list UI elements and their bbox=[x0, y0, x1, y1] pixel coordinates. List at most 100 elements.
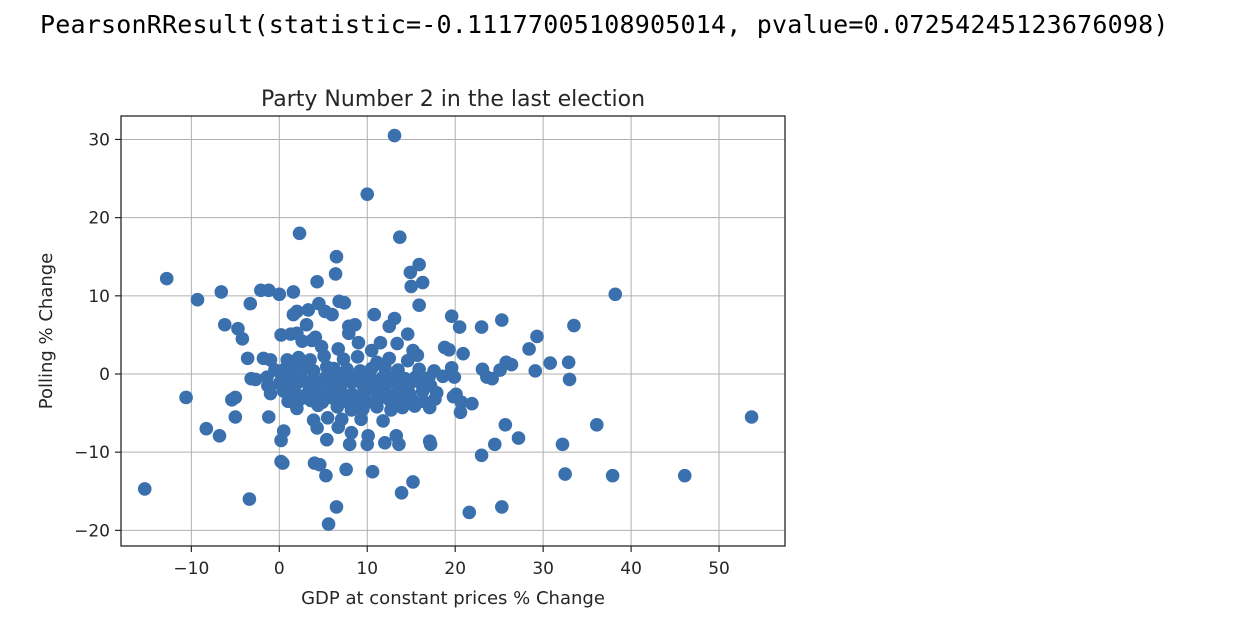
y-tick-label: 30 bbox=[88, 130, 110, 150]
x-tick-label: 10 bbox=[356, 559, 378, 579]
data-point bbox=[240, 351, 255, 366]
data-point bbox=[337, 296, 352, 310]
data-point bbox=[320, 410, 335, 425]
data-point bbox=[328, 267, 343, 281]
data-point bbox=[321, 517, 336, 531]
data-point bbox=[351, 335, 366, 350]
data-point bbox=[312, 457, 327, 472]
data-point bbox=[407, 399, 422, 413]
data-point bbox=[447, 370, 462, 384]
data-point bbox=[331, 342, 346, 356]
data-point bbox=[495, 500, 509, 514]
data-point bbox=[394, 486, 409, 500]
data-point bbox=[395, 400, 410, 415]
data-point bbox=[485, 371, 499, 386]
grid-lines bbox=[121, 116, 785, 546]
data-point bbox=[400, 327, 415, 341]
data-point bbox=[286, 307, 301, 322]
data-point bbox=[137, 482, 152, 496]
data-point bbox=[317, 349, 331, 363]
data-point bbox=[243, 296, 258, 311]
data-point bbox=[387, 128, 402, 143]
data-point bbox=[212, 428, 227, 443]
data-point bbox=[442, 342, 456, 357]
data-point bbox=[330, 400, 345, 414]
data-point bbox=[474, 320, 489, 334]
data-point bbox=[589, 418, 604, 432]
data-point bbox=[319, 432, 334, 447]
data-point bbox=[360, 437, 375, 452]
data-point bbox=[504, 357, 519, 372]
data-point bbox=[199, 421, 214, 436]
data-point bbox=[543, 356, 557, 370]
data-point bbox=[608, 287, 623, 302]
data-point bbox=[605, 468, 620, 483]
data-point bbox=[392, 437, 406, 452]
data-point bbox=[329, 249, 344, 264]
data-point bbox=[412, 298, 426, 313]
axis-ticks: −10 0 10 20 30 40 50 −20 −10 0 10 20 30 bbox=[74, 130, 730, 579]
data-point bbox=[511, 431, 526, 445]
data-point bbox=[305, 333, 319, 348]
data-point bbox=[290, 375, 305, 390]
data-point bbox=[214, 285, 229, 299]
data-point bbox=[528, 364, 543, 378]
data-point bbox=[555, 437, 570, 452]
data-point bbox=[263, 353, 278, 367]
data-point bbox=[276, 384, 291, 399]
data-point bbox=[436, 369, 450, 384]
data-point bbox=[299, 317, 314, 332]
data-point bbox=[310, 421, 324, 435]
data-point bbox=[465, 396, 479, 411]
data-point bbox=[311, 398, 325, 413]
pearson-result-output: PearsonRResult(statistic=-0.111770051089… bbox=[40, 10, 1169, 39]
data-point bbox=[341, 326, 356, 341]
data-point bbox=[228, 410, 243, 424]
data-point bbox=[558, 467, 572, 481]
data-point bbox=[487, 437, 502, 452]
data-point bbox=[412, 257, 426, 272]
data-point bbox=[325, 307, 339, 322]
data-point bbox=[384, 403, 398, 417]
data-point bbox=[261, 410, 276, 424]
y-axis-label: Polling % Change bbox=[36, 253, 57, 410]
data-point bbox=[567, 318, 581, 333]
data-point bbox=[493, 363, 507, 377]
data-point bbox=[242, 492, 257, 506]
data-point bbox=[292, 226, 307, 241]
data-point bbox=[344, 403, 359, 417]
data-point bbox=[342, 437, 357, 452]
data-point bbox=[228, 390, 243, 405]
data-point bbox=[561, 355, 576, 370]
data-point bbox=[406, 475, 420, 489]
x-tick-label: 40 bbox=[620, 559, 642, 579]
x-tick-label: 0 bbox=[274, 559, 285, 579]
chart-title: Party Number 2 in the last election bbox=[261, 87, 645, 112]
x-tick-label: −10 bbox=[173, 559, 209, 579]
data-point bbox=[350, 350, 365, 364]
data-point bbox=[344, 375, 359, 390]
data-point bbox=[390, 336, 404, 351]
data-point bbox=[454, 395, 469, 409]
data-point bbox=[286, 285, 301, 299]
data-point bbox=[453, 405, 468, 420]
x-tick-label: 30 bbox=[532, 559, 554, 579]
data-point bbox=[376, 414, 390, 428]
data-point bbox=[495, 313, 509, 327]
data-point bbox=[410, 348, 425, 363]
data-point bbox=[354, 412, 368, 427]
data-point bbox=[190, 292, 205, 307]
data-point bbox=[159, 271, 174, 286]
data-point bbox=[456, 346, 470, 361]
data-point bbox=[677, 468, 692, 483]
data-point bbox=[235, 332, 250, 346]
y-tick-label: 10 bbox=[88, 287, 110, 307]
data-point bbox=[231, 321, 245, 336]
data-point bbox=[217, 317, 232, 332]
data-point bbox=[378, 436, 392, 450]
data-point bbox=[261, 283, 276, 298]
data-point bbox=[248, 372, 263, 387]
data-point bbox=[310, 274, 324, 289]
y-tick-label: 20 bbox=[88, 209, 110, 229]
